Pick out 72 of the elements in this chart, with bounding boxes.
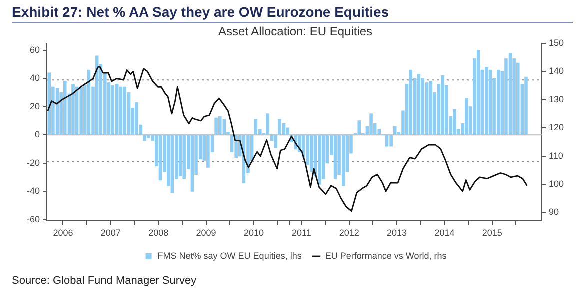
bar (206, 135, 210, 168)
legend-label: FMS Net% say OW EU Equities, lhs (158, 250, 302, 261)
bar (214, 118, 218, 135)
x-tick-label: 2008 (148, 228, 169, 238)
source-note: Source: Global Fund Manager Survey (12, 275, 198, 287)
x-tick-label: 2006 (53, 228, 74, 238)
bar (170, 135, 174, 194)
bar (508, 52, 512, 135)
bar (310, 135, 314, 172)
bar (342, 135, 346, 186)
bar (111, 85, 114, 135)
y-tick-label: -60 (26, 214, 40, 224)
bar (282, 124, 286, 135)
legend-label: EU Performance vs World, rhs (325, 250, 448, 261)
bar (146, 135, 150, 138)
bar (178, 135, 182, 176)
bar (429, 81, 433, 135)
bar (425, 82, 429, 135)
bar (524, 76, 528, 135)
bar (516, 62, 520, 135)
bar (334, 135, 338, 180)
bar (266, 114, 270, 135)
bar (80, 86, 83, 135)
y-tick-label: -20 (26, 158, 40, 168)
x-tick-label: 2010 (244, 228, 264, 238)
y2-tick-label: 130 (548, 94, 564, 104)
y2-tick-label: 140 (548, 66, 564, 76)
bar (488, 70, 492, 135)
bar (393, 126, 397, 135)
bar (158, 135, 162, 181)
bar (370, 114, 373, 135)
x-tick-label: 2012 (339, 228, 360, 238)
y-tick-label: 40 (30, 73, 40, 84)
bar (135, 102, 138, 135)
bar (115, 84, 119, 135)
bar (358, 120, 361, 135)
bar (390, 135, 393, 147)
bar (417, 74, 421, 135)
bar (218, 116, 222, 135)
y-tick-label: -40 (26, 186, 40, 196)
bar (318, 135, 322, 185)
y2-tick-label: 90 (548, 207, 559, 218)
x-tick-label: 2015 (482, 228, 502, 238)
y-tick-label: 60 (30, 44, 40, 55)
bar (496, 70, 500, 135)
bar (64, 81, 67, 135)
bar (465, 98, 468, 135)
bar (278, 119, 282, 135)
bar (421, 78, 424, 135)
y2-tick-label: 120 (548, 122, 564, 133)
bar (222, 119, 226, 135)
y-tick-label: 0 (34, 130, 40, 140)
bar (190, 135, 194, 192)
y2-tick-label: 150 (548, 38, 564, 48)
chart-title: Exhibit 27: Net % AA Say they are OW Eurozone Equities (12, 4, 573, 23)
bar (286, 128, 290, 135)
y2-tick-label: 110 (548, 150, 564, 161)
chart-subtitle: Asset Allocation: EU Equities (218, 24, 373, 39)
x-tick-label: 2007 (100, 228, 121, 238)
x-tick-label: 2014 (434, 228, 455, 238)
y2-tick-label: 100 (548, 178, 564, 189)
bar (119, 86, 123, 135)
x-tick-label: 2011 (292, 228, 312, 238)
x-tick-label: 2009 (196, 228, 216, 238)
bar (123, 86, 126, 135)
y-tick-label: 20 (30, 101, 40, 112)
bar (441, 76, 444, 135)
bar (476, 50, 480, 135)
x-tick-label: 2013 (387, 228, 408, 238)
bar (453, 109, 456, 135)
bar (72, 84, 75, 135)
bar (143, 135, 146, 142)
